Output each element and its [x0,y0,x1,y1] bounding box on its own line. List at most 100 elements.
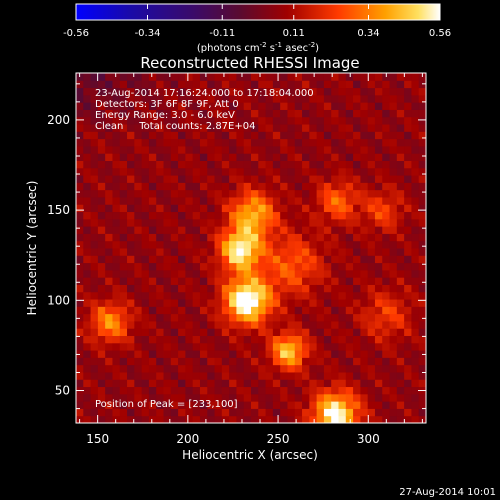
heatmap-cell [331,320,339,329]
heatmap-cell [382,102,391,110]
heatmap-cell [134,102,143,110]
heatmap-cell [360,408,369,417]
heatmap-cell [382,124,391,132]
heatmap-cell [141,233,150,242]
heatmap-cell [90,335,99,344]
heatmap-cell [127,124,135,132]
heatmap-cell [323,291,332,300]
heatmap-cell [323,262,332,271]
heatmap-cell [236,131,245,140]
heatmap-cell [287,255,296,264]
heatmap-cell [294,109,303,118]
heatmap-cell [229,145,237,154]
heatmap-cell [265,299,274,307]
heatmap-cell [287,80,296,89]
heatmap-cell [83,102,92,110]
heatmap-cell [199,182,208,191]
heatmap-cell [396,350,405,358]
heatmap-cell [141,160,150,169]
heatmap-cell [382,386,391,395]
heatmap-cell [360,371,369,380]
heatmap-cell [148,175,157,183]
heatmap-cell [185,124,194,132]
heatmap-cell [353,109,361,118]
heatmap-cell [112,306,121,315]
heatmap-cell [90,379,99,388]
heatmap-cell [141,145,150,154]
heatmap-cell [418,401,426,409]
heatmap-cell [199,386,208,395]
heatmap-cell [105,102,113,110]
heatmap-cell [338,313,347,322]
heatmap-cell [265,153,274,161]
heatmap-cell [302,167,310,176]
heatmap-cell [345,233,354,242]
heatmap-cell [353,102,361,110]
heatmap-cell [214,248,223,256]
heatmap-cell [382,364,391,373]
heatmap-cell [214,306,223,315]
heatmap-cell [178,415,186,423]
heatmap-cell [214,401,223,409]
heatmap-cell [360,131,369,140]
heatmap-cell [374,408,383,417]
heatmap-cell [258,145,267,154]
heatmap-cell [119,175,128,183]
heatmap-cell [272,204,281,213]
heatmap-cell [396,218,405,227]
heatmap-cell [76,299,84,307]
heatmap-cell [185,211,194,220]
heatmap-cell [229,364,237,373]
heatmap-cell [396,320,405,329]
heatmap-cell [76,335,84,344]
heatmap-cell [294,277,303,285]
heatmap-cell [280,145,288,154]
heatmap-cell [156,80,164,89]
heatmap-cell [389,160,398,169]
heatmap-cell [148,153,157,161]
heatmap-cell [243,175,252,183]
heatmap-cell [243,371,252,380]
heatmap-cell [199,226,208,234]
heatmap-cell [214,73,223,81]
heatmap-cell [83,80,92,89]
heatmap-cell [287,408,296,417]
heatmap-cell [323,401,332,409]
heatmap-cell [90,124,99,132]
heatmap-cell [170,160,179,169]
heatmap-cell [243,350,252,358]
heatmap-cell [411,196,420,205]
heatmap-cell [199,357,208,366]
heatmap-cell [411,379,420,388]
heatmap-cell [396,160,405,169]
heatmap-cell [170,393,179,402]
heatmap-cell [287,306,296,315]
heatmap-cell [178,379,186,388]
heatmap-cell [280,240,288,249]
heatmap-cell [170,175,179,183]
heatmap-cell [214,153,223,161]
heatmap-cell [119,350,128,358]
heatmap-cell [214,226,223,234]
heatmap-cell [265,167,274,176]
heatmap-cell [178,291,186,300]
heatmap-cell [127,248,135,256]
heatmap-cell [331,379,339,388]
heatmap-cell [105,364,113,373]
heatmap-cell [97,328,106,336]
heatmap-cell [90,371,99,380]
heatmap-cell [251,182,259,191]
heatmap-cell [331,255,339,264]
heatmap-cell [294,189,303,198]
heatmap-cell [141,262,150,271]
heatmap-cell [127,160,135,169]
heatmap-cell [331,393,339,402]
heatmap-cell [185,408,194,417]
heatmap-cell [360,167,369,176]
heatmap-cell [163,342,172,351]
heatmap-cell [302,269,310,278]
heatmap-cell [185,393,194,402]
heatmap-cell [119,393,128,402]
heatmap-cell [141,204,150,213]
heatmap-cell [367,124,376,132]
